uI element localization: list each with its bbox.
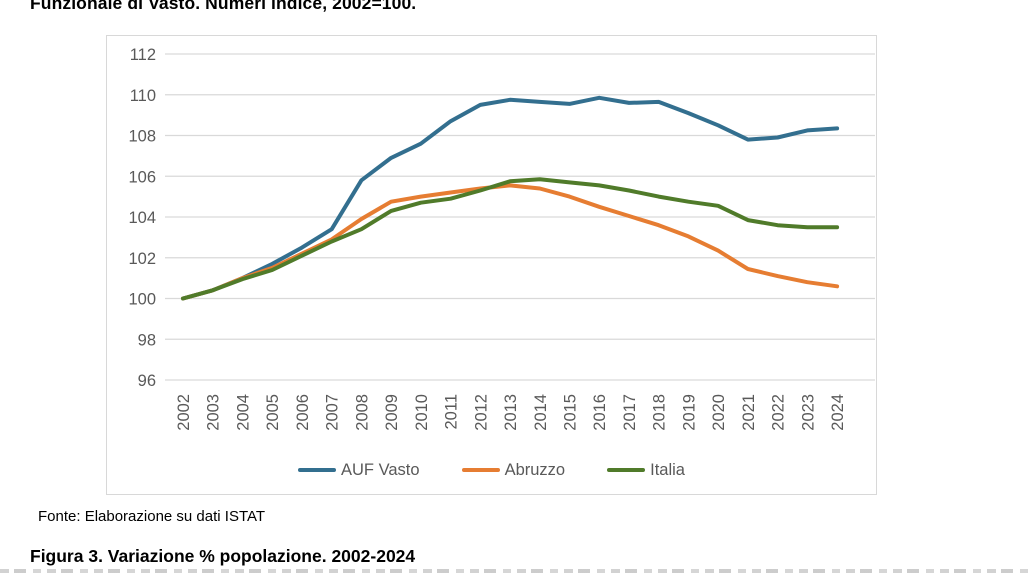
auf-vasto-line-swatch bbox=[298, 467, 337, 472]
x-tick-label: 2008 bbox=[353, 394, 371, 431]
legend-label: AUF Vasto bbox=[341, 460, 420, 479]
figure3-caption: Figura 3. Variazione % popolazione. 2002… bbox=[30, 546, 416, 566]
x-axis-labels: 2002 2003 2004 2005 2006 2007 2008 2009 2010 2011… bbox=[175, 394, 847, 431]
y-tick-label: 106 bbox=[128, 168, 156, 186]
x-tick-label: 2024 bbox=[829, 394, 847, 431]
legend-label: Italia bbox=[650, 460, 685, 479]
chart-legend: AUF Vasto Abruzzo Italia bbox=[107, 460, 876, 479]
x-tick-label: 2005 bbox=[264, 394, 282, 431]
x-tick-label: 2020 bbox=[710, 394, 728, 431]
x-tick-label: 2022 bbox=[770, 394, 788, 431]
y-tick-label: 100 bbox=[128, 291, 156, 309]
x-tick-label: 2007 bbox=[324, 394, 342, 431]
x-tick-label: 2019 bbox=[680, 394, 698, 431]
x-tick-label: 2015 bbox=[561, 394, 579, 431]
x-tick-label: 2010 bbox=[413, 394, 431, 431]
y-tick-label: 102 bbox=[128, 250, 156, 268]
x-tick-label: 2003 bbox=[205, 394, 223, 431]
x-tick-label: 2014 bbox=[532, 394, 550, 431]
chart-frame: 96 98 100 102 104 106 108 110 112 2002 2003 2004 200… bbox=[106, 35, 877, 495]
x-tick-label: 2016 bbox=[591, 394, 609, 431]
x-tick-label: 2006 bbox=[294, 394, 312, 431]
y-axis-labels: 96 98 100 102 104 106 108 110 112 bbox=[128, 46, 156, 390]
x-tick-label: 2023 bbox=[799, 394, 817, 431]
x-tick-label: 2017 bbox=[621, 394, 639, 431]
series-line-abruzzo bbox=[181, 183, 840, 301]
source-note: Fonte: Elaborazione su dati ISTAT bbox=[38, 508, 266, 525]
y-tick-label: 98 bbox=[138, 331, 156, 349]
x-tick-label: 2002 bbox=[175, 394, 193, 431]
series-line-italia bbox=[181, 177, 840, 301]
y-tick-label: 96 bbox=[138, 372, 156, 390]
italia-line-swatch bbox=[607, 467, 646, 472]
series-line-auf-vasto bbox=[181, 95, 840, 301]
y-tick-label: 112 bbox=[130, 46, 156, 64]
x-tick-label: 2011 bbox=[443, 394, 461, 429]
cropped-next-text-line bbox=[0, 569, 1030, 573]
x-tick-label: 2012 bbox=[472, 394, 490, 431]
y-tick-label: 104 bbox=[128, 209, 156, 227]
x-tick-label: 2021 bbox=[740, 394, 758, 431]
y-tick-label: 110 bbox=[130, 87, 156, 105]
x-tick-label: 2018 bbox=[651, 394, 669, 431]
legend-item-italia: Italia bbox=[607, 460, 685, 479]
abruzzo-line-swatch bbox=[461, 467, 500, 472]
legend-label: Abruzzo bbox=[504, 460, 566, 479]
x-tick-label: 2013 bbox=[502, 394, 520, 431]
gridlines bbox=[165, 53, 875, 381]
x-tick-label: 2004 bbox=[234, 394, 252, 431]
legend-item-auf-vasto: AUF Vasto bbox=[298, 460, 420, 479]
legend-item-abruzzo: Abruzzo bbox=[461, 460, 566, 479]
y-tick-label: 108 bbox=[128, 128, 156, 146]
x-tick-label: 2009 bbox=[383, 394, 401, 431]
figure2-title-cropped: Funzionale di Vasto. Numeri indice, 2002… bbox=[30, 0, 417, 13]
